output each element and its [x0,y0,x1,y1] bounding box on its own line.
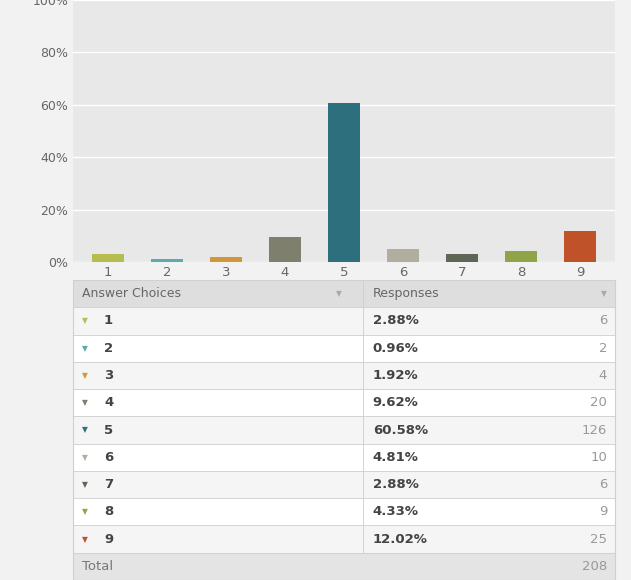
Bar [363,335,615,362]
Bar [209,257,242,262]
Text: 6: 6 [599,314,607,327]
Text: Answer Choices: Answer Choices [82,287,181,300]
Text: 3: 3 [104,369,114,382]
Bar [151,259,183,262]
Text: 9: 9 [599,505,607,519]
Text: 2.88%: 2.88% [373,478,418,491]
Text: 60.58%: 60.58% [373,423,428,437]
Text: 0.96%: 0.96% [373,342,418,355]
Text: ▼: ▼ [82,398,88,407]
Text: Responses: Responses [373,287,439,300]
Bar [563,230,596,262]
Bar [73,444,363,471]
Text: 25: 25 [590,532,607,546]
Bar [269,237,301,262]
Text: ▼: ▼ [82,480,88,489]
Text: ▼: ▼ [82,535,88,543]
Bar [505,251,537,262]
Bar [363,307,615,335]
Text: ▼: ▼ [82,426,88,434]
Bar [73,362,363,389]
Text: ▼: ▼ [82,508,88,516]
Bar [91,255,124,262]
Bar [73,553,615,580]
Bar [363,280,615,307]
Bar [363,416,615,444]
Bar [73,416,363,444]
Bar [73,471,363,498]
Text: 126: 126 [582,423,607,437]
Text: 4: 4 [104,396,114,409]
Text: 1: 1 [104,314,113,327]
Bar [73,498,363,525]
Text: 5: 5 [104,423,113,437]
Text: 4: 4 [599,369,607,382]
Bar [363,444,615,471]
Bar [363,389,615,416]
Text: 8: 8 [104,505,114,519]
Text: 2: 2 [599,342,607,355]
Text: 10: 10 [590,451,607,464]
Bar [327,103,360,262]
Text: 7: 7 [104,478,113,491]
Text: 6: 6 [599,478,607,491]
Text: 2: 2 [104,342,113,355]
Text: 20: 20 [590,396,607,409]
Text: 4.81%: 4.81% [373,451,418,464]
Text: 2.88%: 2.88% [373,314,418,327]
Bar [73,525,363,553]
Text: ▼: ▼ [82,317,88,325]
Bar [73,280,363,307]
Bar [73,389,363,416]
Bar [73,335,363,362]
Text: 9: 9 [104,532,113,546]
Bar [363,362,615,389]
Text: ▼: ▼ [601,289,607,298]
Text: 6: 6 [104,451,114,464]
Text: 1.92%: 1.92% [373,369,418,382]
Bar [387,249,419,262]
Text: Total: Total [82,560,114,573]
Text: 4.33%: 4.33% [373,505,418,519]
Text: ▼: ▼ [82,453,88,462]
Bar [445,255,478,262]
Text: ▼: ▼ [82,371,88,380]
Text: 208: 208 [582,560,607,573]
Text: ▼: ▼ [336,289,341,298]
Bar [363,498,615,525]
Bar [363,525,615,553]
Bar [73,307,363,335]
Text: ▼: ▼ [82,344,88,353]
Text: 12.02%: 12.02% [373,532,428,546]
Text: 9.62%: 9.62% [373,396,418,409]
Bar [363,471,615,498]
